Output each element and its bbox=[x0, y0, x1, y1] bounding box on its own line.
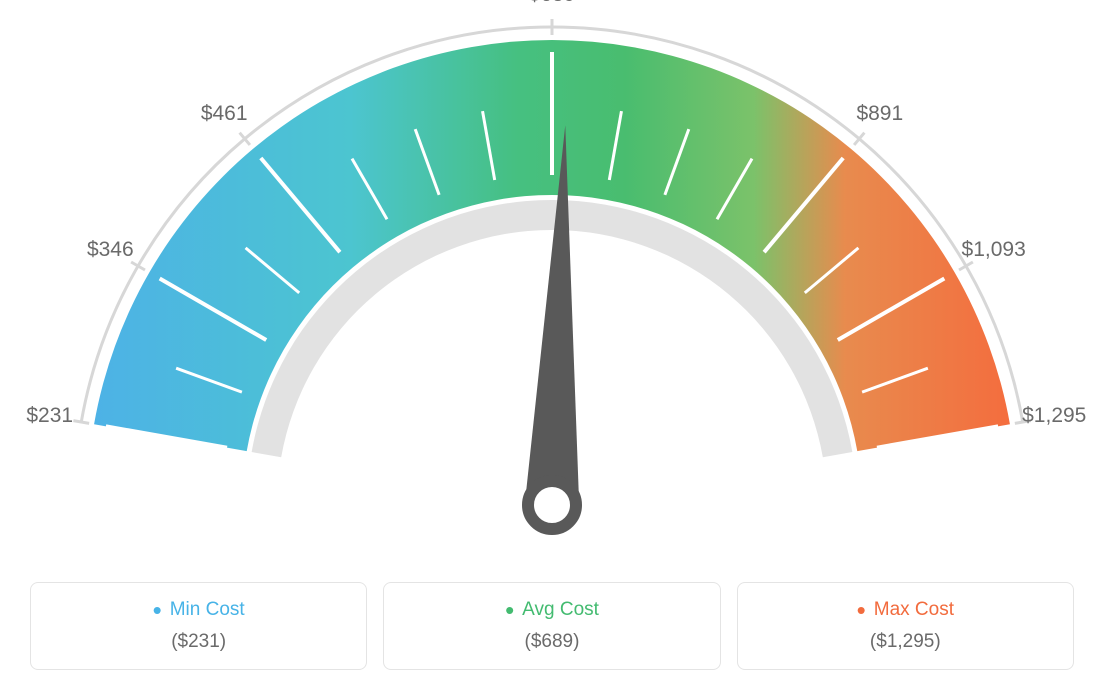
legend-min-value: ($231) bbox=[41, 631, 356, 653]
tick-label: $346 bbox=[87, 238, 134, 262]
legend: Min Cost ($231) Avg Cost ($689) Max Cost… bbox=[30, 582, 1074, 670]
legend-min-label: Min Cost bbox=[41, 599, 356, 621]
legend-max-value: ($1,295) bbox=[748, 631, 1063, 653]
legend-avg: Avg Cost ($689) bbox=[383, 582, 720, 670]
gauge-area: $231 $346 $461 $689 $891 $1,093 $1,295 bbox=[0, 0, 1104, 560]
tick-label: $891 bbox=[856, 102, 903, 126]
legend-max: Max Cost ($1,295) bbox=[737, 582, 1074, 670]
cost-gauge-chart: $231 $346 $461 $689 $891 $1,093 $1,295 Min Cos… bbox=[0, 0, 1104, 690]
legend-min: Min Cost ($231) bbox=[30, 582, 367, 670]
tick-label: $231 bbox=[26, 404, 73, 428]
tick-label: $1,093 bbox=[962, 238, 1026, 262]
tick-label: $1,295 bbox=[1022, 404, 1086, 428]
legend-avg-label: Avg Cost bbox=[394, 599, 709, 621]
legend-max-label: Max Cost bbox=[748, 599, 1063, 621]
gauge-svg bbox=[0, 0, 1104, 560]
tick-label: $461 bbox=[201, 102, 248, 126]
legend-avg-value: ($689) bbox=[394, 631, 709, 653]
tick-label: $689 bbox=[529, 0, 576, 7]
